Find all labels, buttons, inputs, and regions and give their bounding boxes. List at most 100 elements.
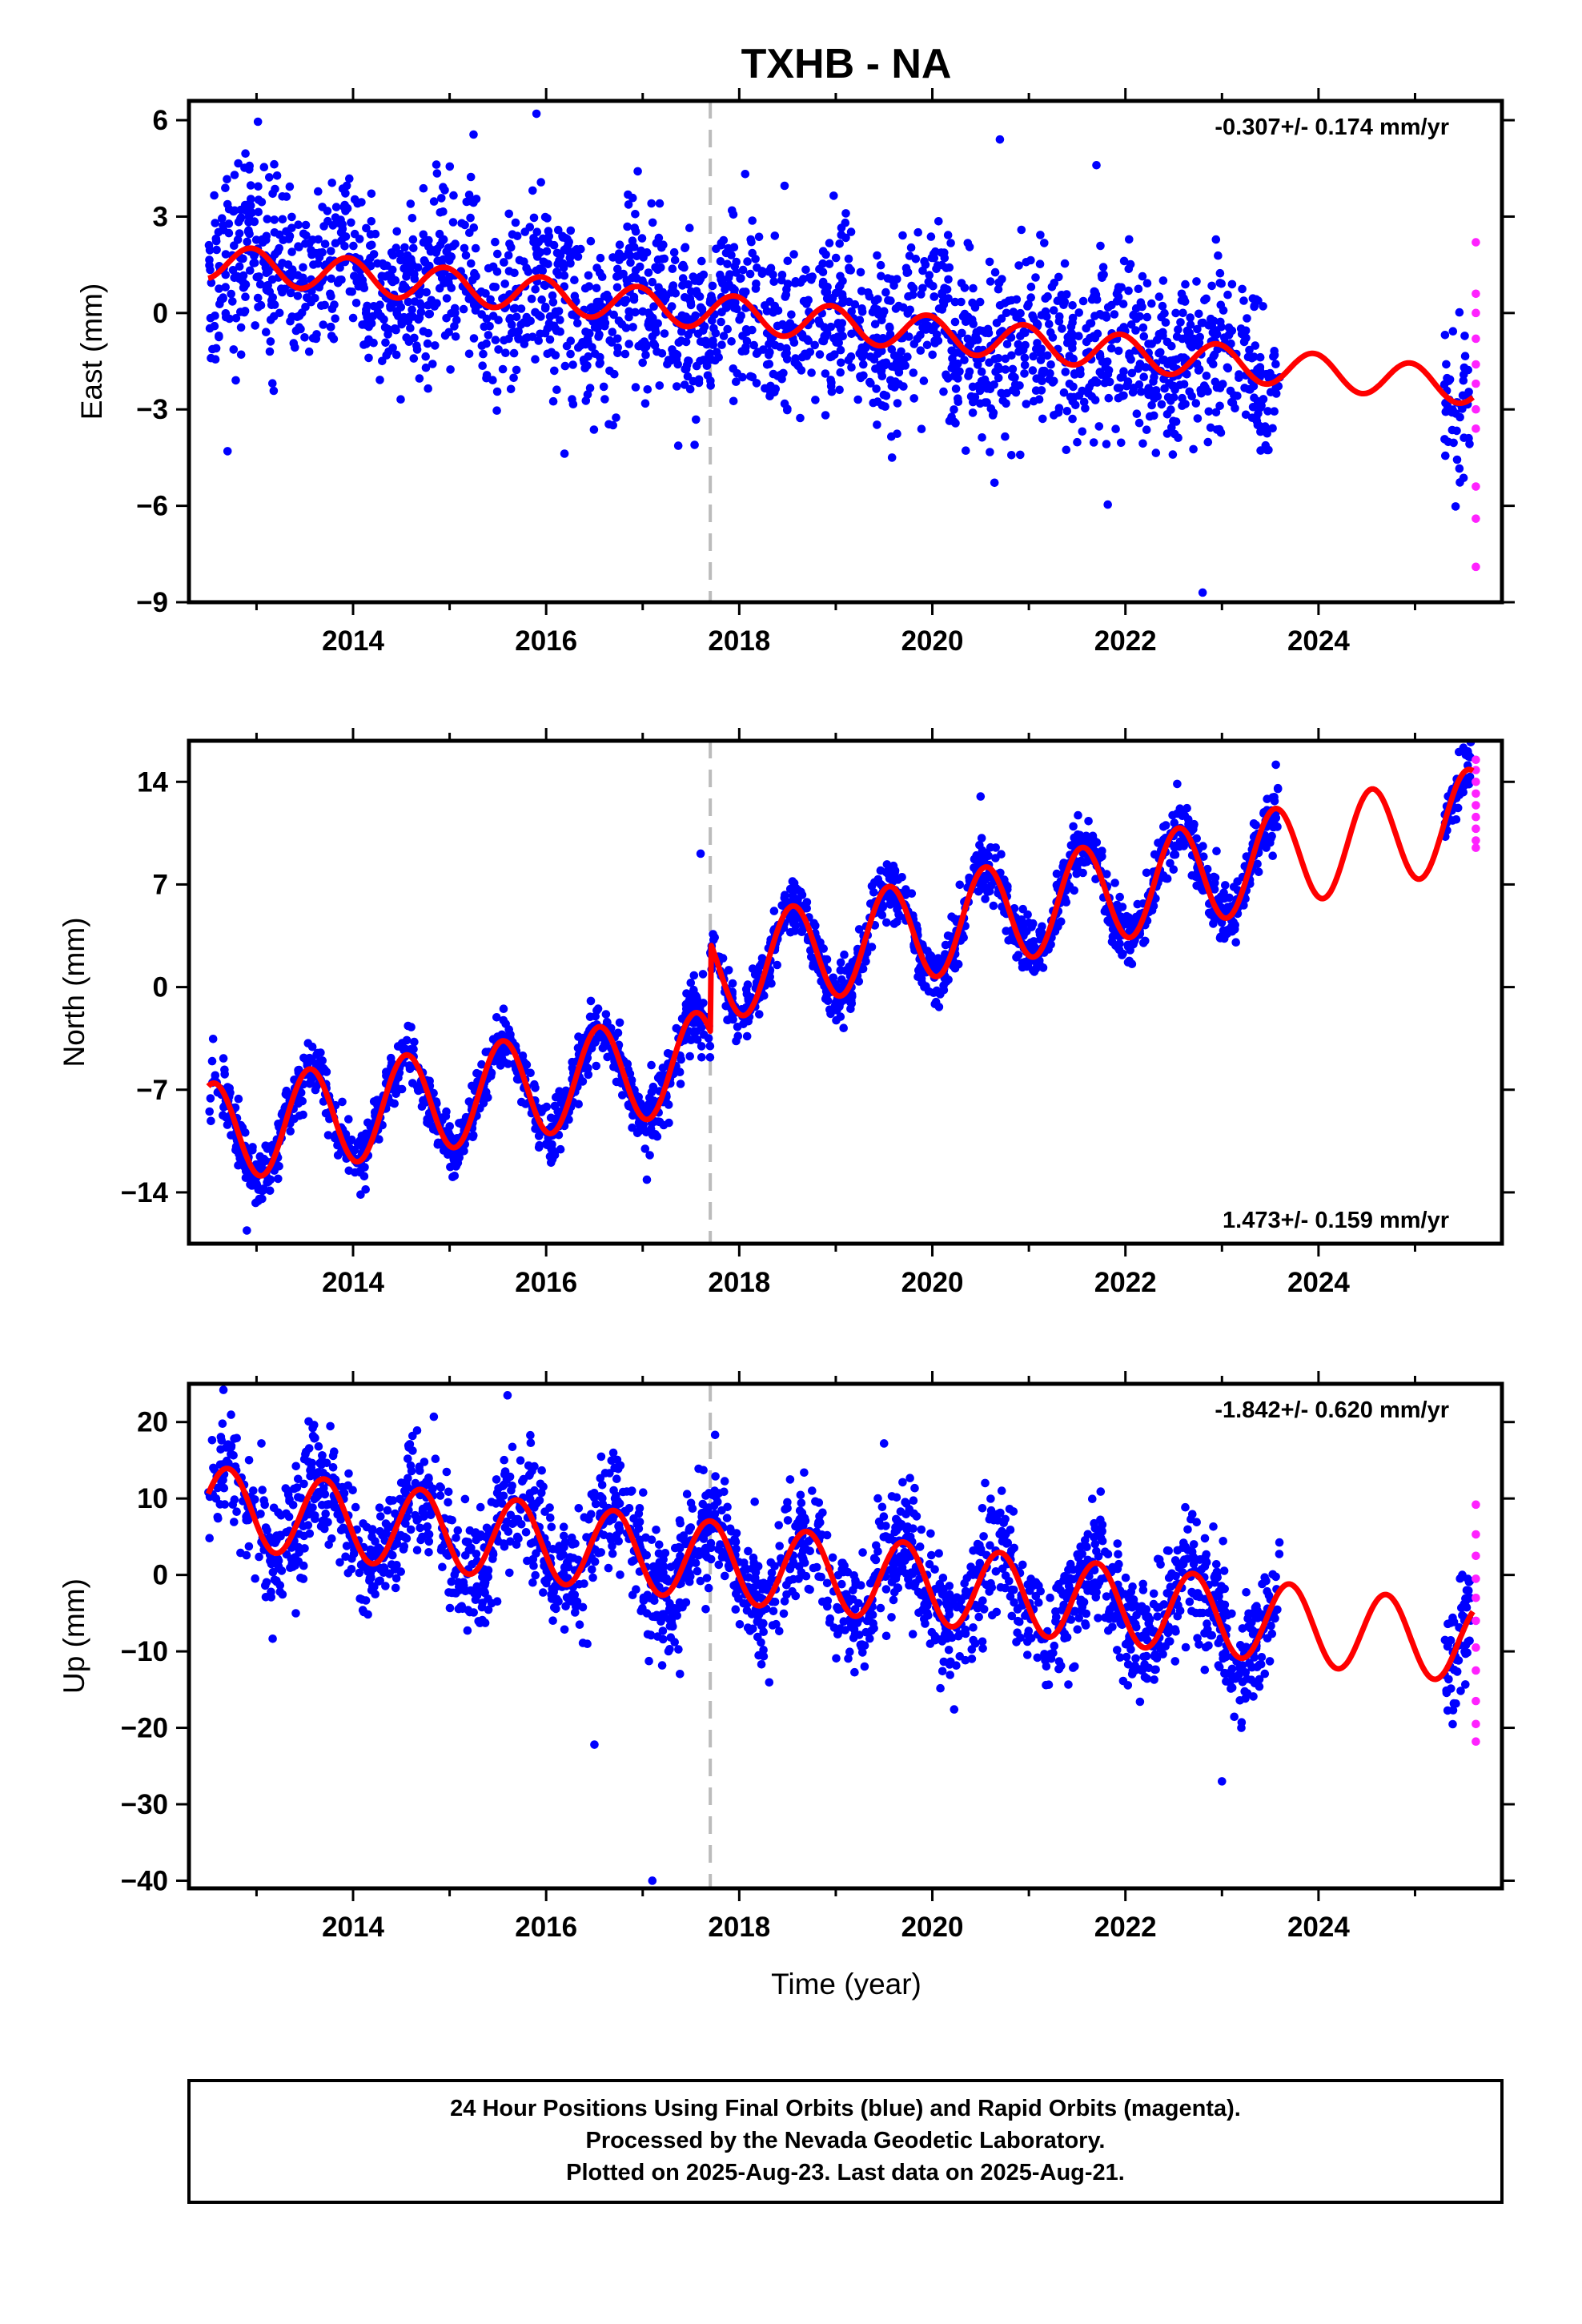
data-point — [917, 968, 926, 977]
data-point — [1029, 352, 1038, 361]
data-point — [1178, 401, 1186, 410]
data-point — [1139, 332, 1149, 341]
data-point — [1154, 292, 1164, 301]
data-point — [721, 248, 731, 258]
data-point — [429, 197, 439, 206]
data-point — [432, 160, 441, 169]
data-point — [574, 1504, 584, 1513]
data-point — [361, 1185, 371, 1194]
data-point — [504, 209, 513, 219]
data-point — [730, 304, 739, 312]
data-point — [295, 323, 304, 332]
data-point — [294, 242, 303, 251]
data-point — [230, 206, 239, 215]
data-point — [333, 279, 343, 287]
data-point — [1054, 408, 1063, 417]
data-point — [826, 382, 836, 391]
data-point — [968, 408, 978, 417]
data-point — [214, 227, 223, 237]
data-point — [844, 356, 853, 365]
data-point — [1028, 311, 1037, 320]
data-point — [236, 323, 246, 332]
data-point — [969, 397, 978, 407]
data-point — [444, 278, 453, 287]
data-point — [1466, 731, 1475, 740]
data-point — [1091, 875, 1100, 883]
data-point — [439, 183, 448, 191]
data-point — [683, 372, 693, 381]
data-point — [648, 218, 657, 227]
data-point — [610, 369, 619, 379]
rapid-point — [1472, 308, 1480, 318]
data-point — [509, 304, 519, 313]
data-point — [1095, 368, 1105, 376]
data-point — [555, 1087, 564, 1096]
data-point — [732, 1036, 741, 1046]
data-point — [909, 283, 918, 293]
data-point — [387, 275, 396, 285]
data-point — [508, 230, 517, 239]
data-point — [1022, 960, 1031, 969]
data-point — [725, 280, 733, 289]
data-point — [338, 1097, 347, 1107]
data-point — [1157, 400, 1166, 409]
data-point — [534, 336, 543, 345]
data-point — [205, 255, 214, 264]
data-point — [415, 290, 424, 300]
data-point — [612, 413, 620, 422]
data-point — [613, 264, 622, 274]
data-point — [659, 240, 668, 250]
data-point — [1031, 386, 1041, 396]
data-point — [327, 247, 335, 255]
data-point — [1131, 326, 1140, 335]
data-point — [837, 290, 847, 299]
y-tick-label: 14 — [137, 766, 168, 798]
data-point — [718, 279, 727, 288]
data-point — [743, 257, 752, 266]
data-point — [362, 305, 371, 314]
data-point — [769, 907, 779, 915]
data-point — [254, 182, 263, 191]
data-point — [373, 308, 383, 317]
data-point — [221, 250, 231, 259]
data-point — [391, 350, 401, 360]
data-point — [1162, 429, 1172, 438]
data-point — [889, 281, 898, 290]
data-point — [406, 199, 416, 208]
data-point — [270, 215, 279, 224]
data-point — [870, 320, 880, 329]
data-point — [895, 360, 905, 370]
data-point — [693, 1566, 702, 1576]
data-point — [811, 921, 820, 931]
data-point — [1002, 308, 1011, 318]
data-point — [420, 258, 430, 267]
data-point — [1134, 364, 1142, 373]
data-point — [253, 117, 263, 127]
data-point — [836, 345, 845, 355]
data-point — [697, 1023, 706, 1032]
data-point — [1250, 393, 1259, 403]
data-point — [506, 384, 516, 394]
data-point — [1249, 819, 1259, 828]
data-point — [1192, 834, 1201, 843]
data-point — [836, 1012, 845, 1021]
data-point — [449, 191, 458, 200]
data-point — [320, 239, 330, 249]
data-point — [1042, 351, 1052, 360]
data-point — [289, 339, 299, 348]
rapid-point — [1472, 562, 1480, 572]
data-point — [873, 397, 882, 406]
outlier-point — [696, 849, 705, 858]
data-point — [761, 384, 769, 393]
data-point — [1014, 261, 1023, 270]
data-point — [1138, 323, 1148, 332]
data-point — [569, 250, 578, 259]
data-point — [696, 1003, 705, 1012]
data-point — [628, 323, 637, 332]
data-point — [211, 1071, 220, 1080]
data-point — [669, 349, 677, 358]
data-point — [729, 396, 738, 406]
data-point — [1150, 372, 1158, 382]
data-point — [270, 159, 279, 169]
data-point — [1204, 407, 1214, 416]
